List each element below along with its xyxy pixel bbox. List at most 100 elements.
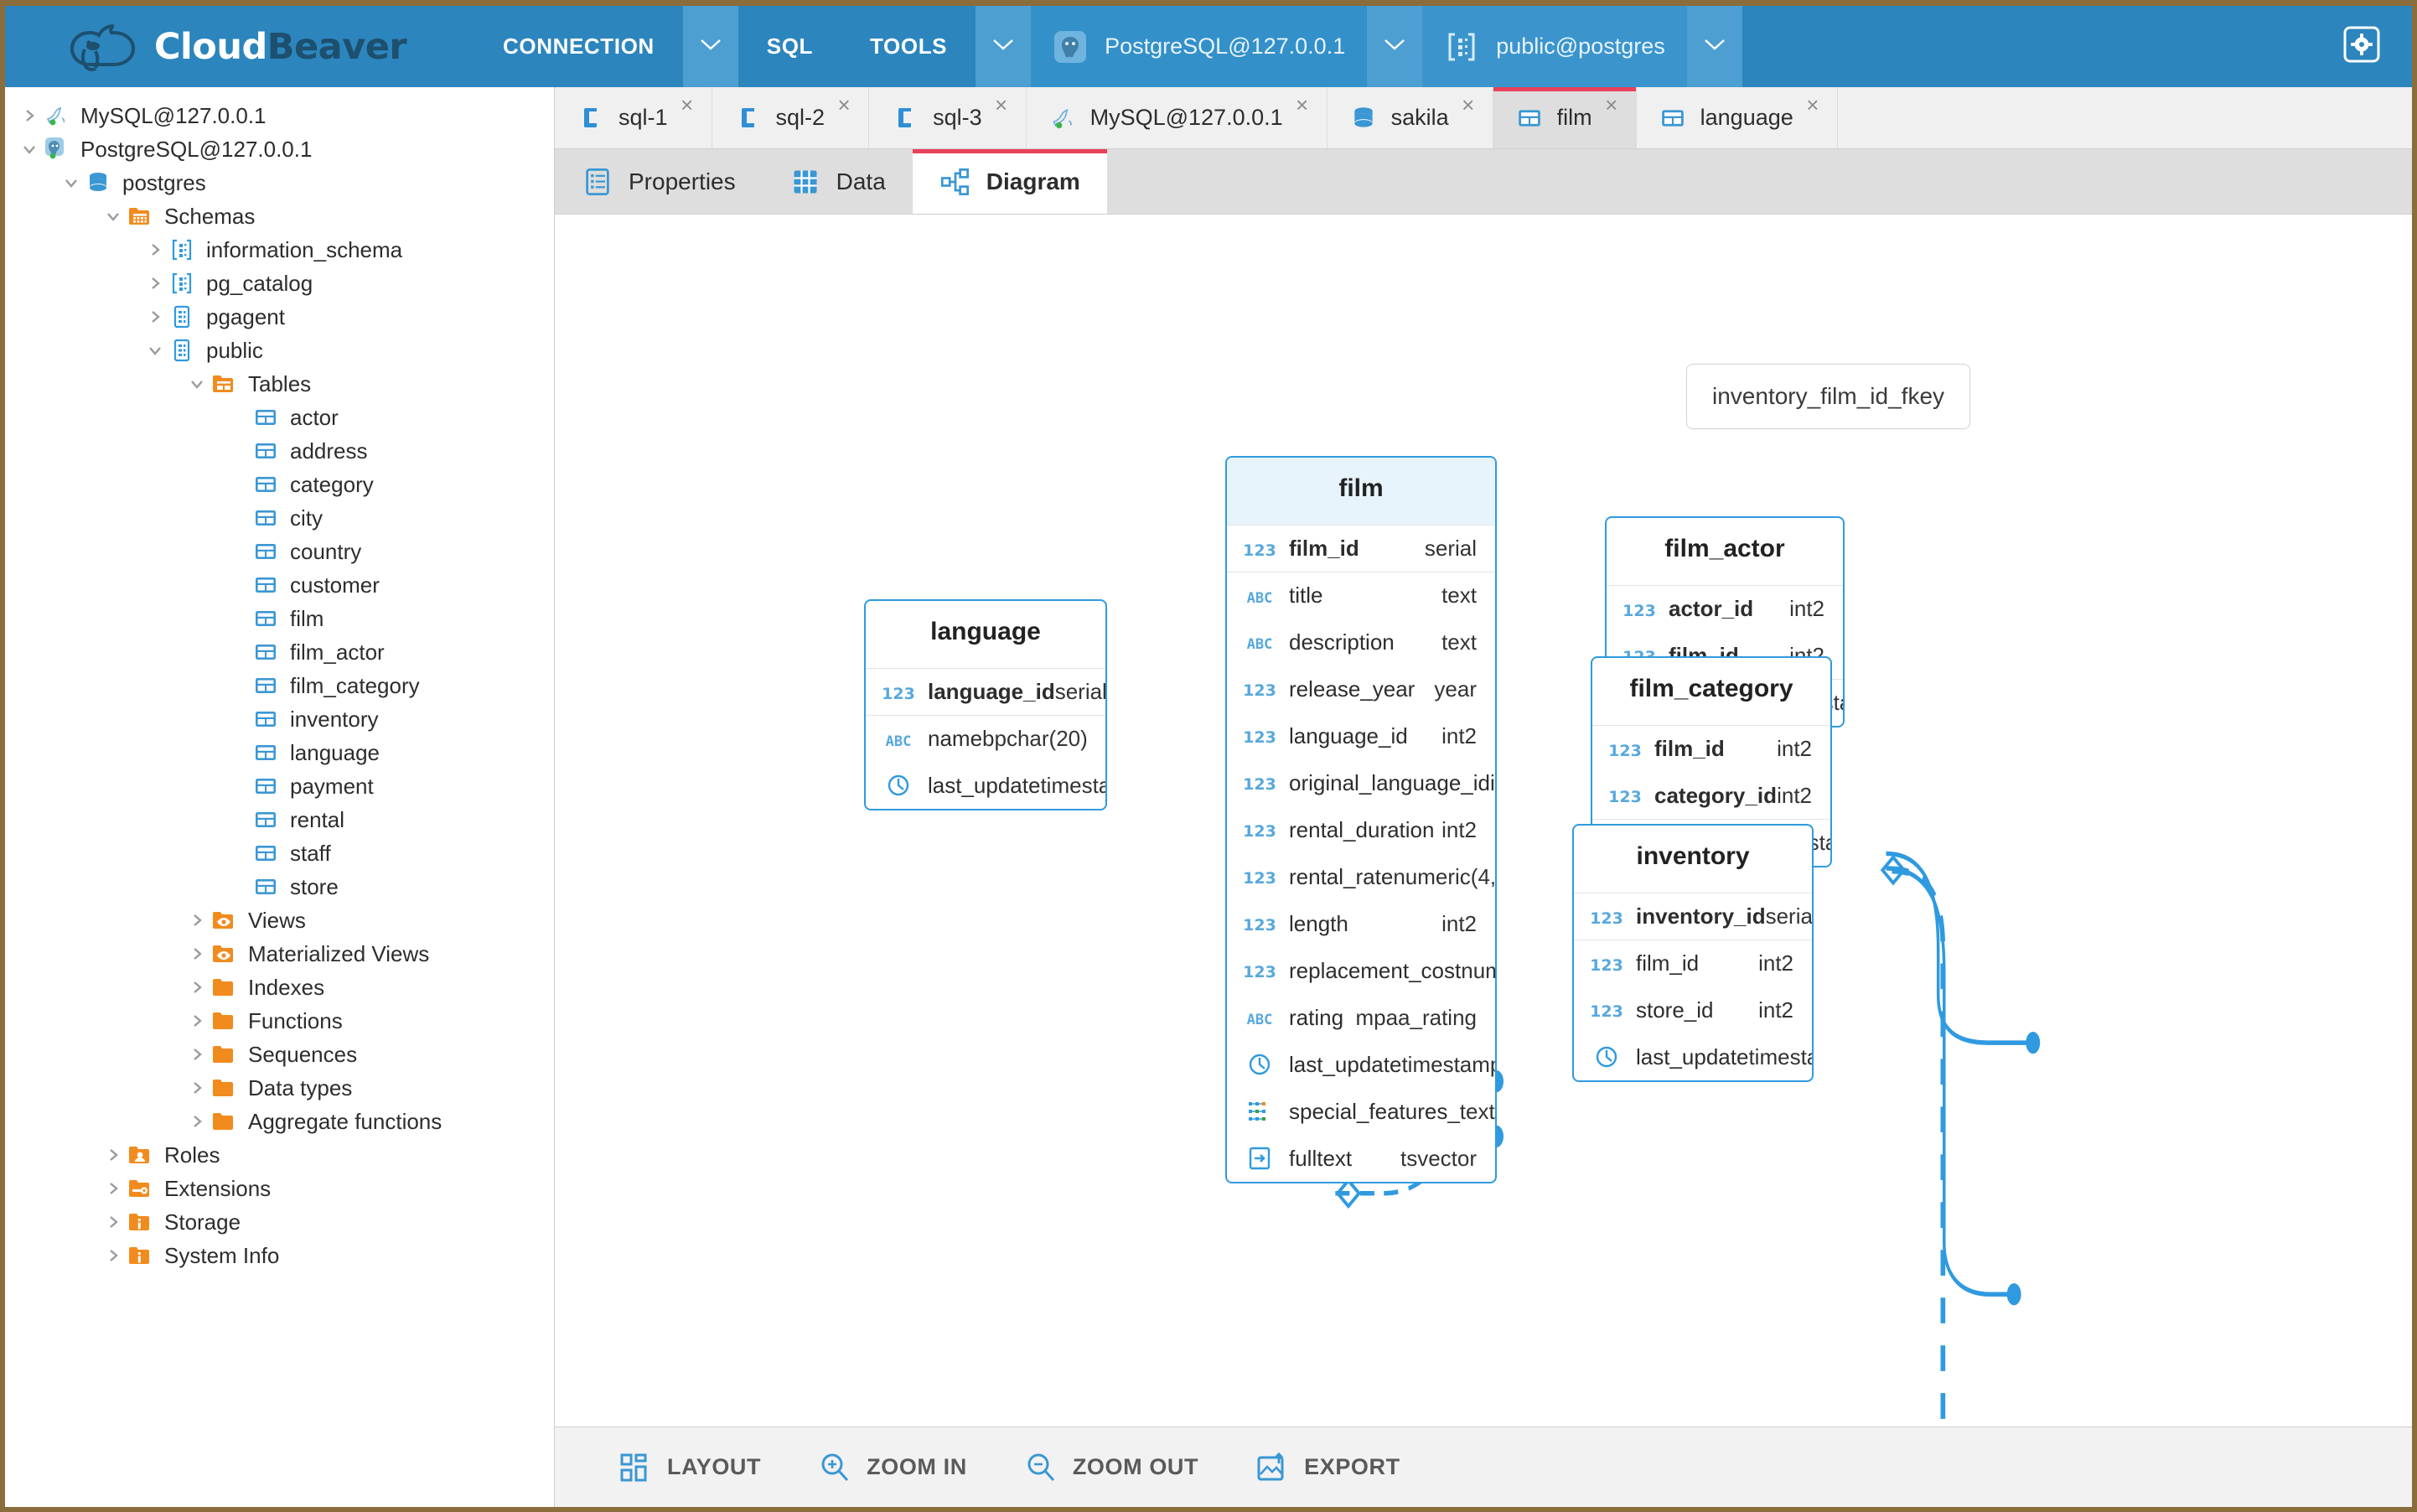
entity-column-row[interactable]: last_updatetimestamptz — [1227, 1041, 1495, 1088]
tree-item-language[interactable]: language — [5, 736, 554, 769]
tree-item-schemas[interactable]: Schemas — [5, 199, 554, 233]
editor-tab-mysql-127-0-0-1[interactable]: MySQL@127.0.0.1 × — [1027, 87, 1328, 148]
close-icon[interactable]: × — [1806, 92, 1819, 117]
chevron-right-icon[interactable] — [101, 1176, 126, 1201]
tree-item-film[interactable]: film — [5, 602, 554, 635]
tree-item-actor[interactable]: actor — [5, 401, 554, 434]
tree-item-materialized-views[interactable]: Materialized Views — [5, 937, 554, 971]
tree-item-customer[interactable]: customer — [5, 568, 554, 602]
entity-column-row[interactable]: ABC description text — [1227, 619, 1495, 665]
nav-connection-button[interactable]: CONNECTION — [474, 6, 683, 87]
zoom-out-button[interactable]: ZOOM OUT — [1002, 1439, 1220, 1496]
entity-column-row[interactable]: fulltext tsvector — [1227, 1135, 1495, 1182]
close-icon[interactable]: × — [1605, 92, 1618, 117]
tree-item-functions[interactable]: Functions — [5, 1004, 554, 1038]
diagram-canvas[interactable]: inventory_film_id_fkey film 123 film_id ser… — [555, 215, 2412, 1427]
entity-inventory[interactable]: inventory 123 inventory_id serial 123 film_id… — [1572, 824, 1814, 1082]
entity-language[interactable]: language 123 language_id serial ABC name bpcha… — [864, 599, 1107, 810]
editor-tab-sql-3[interactable]: sql-3 × — [869, 87, 1027, 148]
tree-item-roles[interactable]: Roles — [5, 1138, 554, 1172]
chevron-right-icon[interactable] — [101, 1243, 126, 1268]
tree-item-category[interactable]: category — [5, 468, 554, 501]
tree-item-views[interactable]: Views — [5, 904, 554, 937]
entity-column-row[interactable]: 123 actor_id int2 — [1607, 585, 1843, 632]
tree-item-postgresql-127-0-0-1[interactable]: PostgreSQL@127.0.0.1 — [5, 132, 554, 166]
chevron-right-icon[interactable] — [17, 103, 42, 128]
tree-item-system-info[interactable]: System Info — [5, 1239, 554, 1272]
tree-item-data-types[interactable]: Data types — [5, 1071, 554, 1105]
chevron-right-icon[interactable] — [101, 1142, 126, 1168]
entity-column-row[interactable]: 123 release_year year — [1227, 665, 1495, 712]
nav-tools-dropdown[interactable] — [976, 6, 1032, 87]
entity-column-row[interactable]: last_updatetimestamptz — [866, 762, 1105, 809]
chevron-right-icon[interactable] — [184, 1008, 210, 1033]
tree-item-postgres[interactable]: postgres — [5, 166, 554, 199]
entity-column-row[interactable]: 123 language_id serial — [866, 668, 1105, 715]
entity-column-row[interactable]: 123 language_id int2 — [1227, 712, 1495, 759]
entity-column-row[interactable]: 123 rental_duration int2 — [1227, 806, 1495, 853]
entity-column-row[interactable]: ABC rating mpaa_rating — [1227, 994, 1495, 1041]
chevron-right-icon[interactable] — [184, 975, 210, 1000]
tab-data[interactable]: Data — [763, 149, 913, 214]
tree-item-indexes[interactable]: Indexes — [5, 971, 554, 1004]
entity-column-row[interactable]: special_features _text — [1227, 1088, 1495, 1135]
chevron-down-icon[interactable] — [17, 137, 42, 162]
tree-item-storage[interactable]: Storage — [5, 1205, 554, 1239]
nav-sql-button[interactable]: SQL — [738, 6, 842, 87]
zoom-in-button[interactable]: ZOOM IN — [796, 1439, 989, 1496]
tree-item-extensions[interactable]: Extensions — [5, 1172, 554, 1205]
chevron-right-icon[interactable] — [142, 304, 168, 329]
chevron-down-icon[interactable] — [184, 371, 210, 396]
close-icon[interactable]: × — [837, 92, 851, 117]
tree-item-tables[interactable]: Tables — [5, 367, 554, 401]
active-schema-dropdown[interactable] — [1686, 6, 1742, 87]
editor-tab-sql-2[interactable]: sql-2 × — [712, 87, 870, 148]
entity-column-row[interactable]: ABC title text — [1227, 572, 1495, 619]
chevron-right-icon[interactable] — [184, 1075, 210, 1100]
tree-item-aggregate-functions[interactable]: Aggregate functions — [5, 1105, 554, 1138]
tree-item-film-actor[interactable]: film_actor — [5, 635, 554, 669]
tree-item-mysql-127-0-0-1[interactable]: MySQL@127.0.0.1 — [5, 99, 554, 132]
active-schema-selector[interactable]: public@postgres — [1422, 6, 1687, 87]
editor-tab-film[interactable]: film × — [1493, 87, 1637, 148]
tree-item-payment[interactable]: payment — [5, 769, 554, 803]
chevron-right-icon[interactable] — [184, 1042, 210, 1067]
chevron-right-icon[interactable] — [184, 1109, 210, 1134]
entity-column-row[interactable]: 123 replacement_costnumeric(5,2) — [1227, 947, 1495, 994]
entity-column-row[interactable]: 123 length int2 — [1227, 900, 1495, 947]
active-connection-selector[interactable]: PostgreSQL@127.0.0.1 — [1031, 6, 1368, 87]
entity-column-row[interactable]: 123 inventory_id serial — [1574, 893, 1812, 940]
tree-item-public[interactable]: public — [5, 334, 554, 367]
nav-connection-dropdown[interactable] — [682, 6, 738, 87]
entity-column-row[interactable]: 123 film_id serial — [1227, 525, 1495, 572]
entity-column-row[interactable]: last_updatetimestamptz — [1574, 1033, 1812, 1080]
editor-tab-sakila[interactable]: sakila × — [1328, 87, 1493, 148]
tree-item-country[interactable]: country — [5, 535, 554, 568]
tree-item-rental[interactable]: rental — [5, 803, 554, 836]
chevron-right-icon[interactable] — [142, 271, 168, 296]
layout-button[interactable]: LAYOUT — [597, 1439, 783, 1496]
tree-item-film-category[interactable]: film_category — [5, 669, 554, 702]
active-connection-dropdown[interactable] — [1367, 6, 1423, 87]
chevron-down-icon[interactable] — [142, 338, 168, 363]
entity-film[interactable]: film 123 film_id serial ABC title text ABC descr… — [1225, 456, 1497, 1183]
export-button[interactable]: EXPORT — [1234, 1439, 1422, 1496]
tree-item-information-schema[interactable]: information_schema — [5, 233, 554, 267]
chevron-right-icon[interactable] — [142, 237, 168, 262]
tree-item-city[interactable]: city — [5, 501, 554, 535]
tree-item-staff[interactable]: staff — [5, 836, 554, 870]
close-icon[interactable]: × — [1296, 92, 1309, 117]
chevron-right-icon[interactable] — [184, 908, 210, 933]
tree-item-pgagent[interactable]: pgagent — [5, 300, 554, 334]
entity-column-row[interactable]: 123 category_id int2 — [1592, 772, 1830, 819]
close-icon[interactable]: × — [995, 92, 1008, 117]
chevron-right-icon[interactable] — [184, 941, 210, 966]
tab-properties[interactable]: Properties — [555, 149, 763, 214]
entity-column-row[interactable]: 123 film_id int2 — [1592, 725, 1830, 772]
entity-column-row[interactable]: 123 film_id int2 — [1574, 940, 1812, 986]
tab-diagram[interactable]: Diagram — [912, 149, 1107, 214]
editor-tab-language[interactable]: language × — [1637, 87, 1838, 148]
tree-item-store[interactable]: store — [5, 870, 554, 904]
